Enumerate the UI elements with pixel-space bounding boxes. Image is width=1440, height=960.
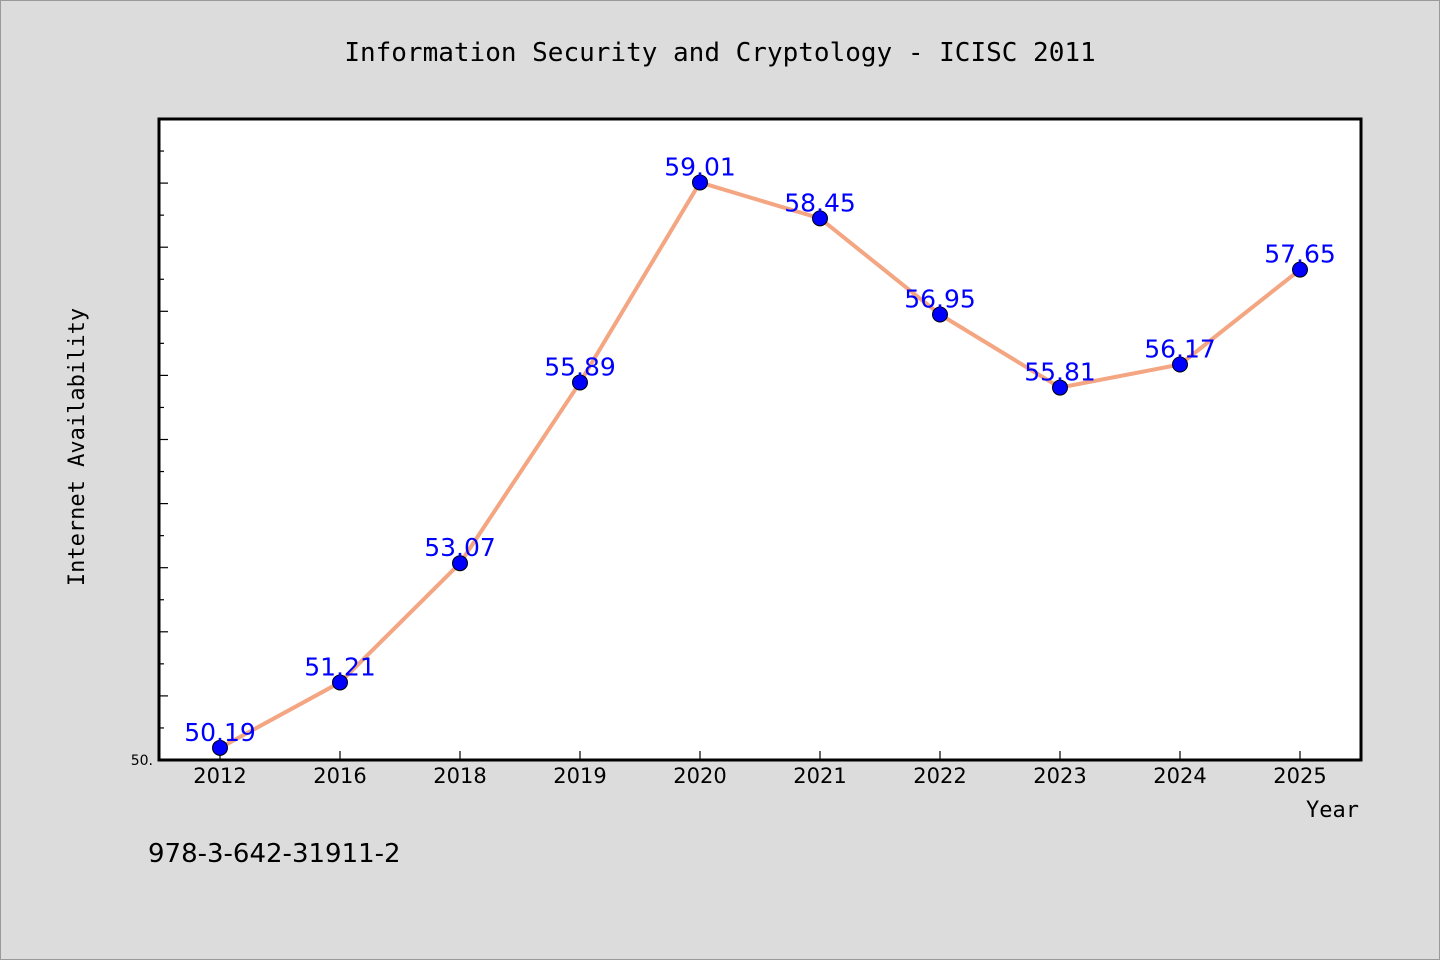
x-tick-label: 2023	[1033, 764, 1086, 788]
data-point	[452, 555, 468, 572]
data-point	[692, 174, 708, 191]
data-label: 55.81	[1024, 358, 1096, 387]
data-label: 59.01	[664, 152, 736, 181]
x-tick-label: 2021	[793, 764, 846, 788]
y-min-tick-label: 50.	[131, 753, 153, 769]
isbn-footer: 978-3-642-31911-2	[148, 839, 401, 869]
data-point	[332, 674, 348, 691]
data-label: 53.07	[424, 533, 496, 562]
data-point	[212, 739, 228, 756]
data-labels-layer: 50.19 51.21 53.07 55.89 59.01 58.45 56.95 55.81…	[184, 152, 1336, 746]
x-tick-label: 2020	[673, 764, 726, 788]
x-axis-ticks	[219, 751, 1301, 760]
series-layer	[212, 174, 1308, 756]
x-tick-label: 2018	[433, 764, 486, 788]
x-tick-label: 2025	[1273, 764, 1326, 788]
data-label: 56.95	[904, 285, 976, 314]
y-axis-ticks	[159, 118, 168, 761]
x-tick-labels-layer: 2012 2016 2018 2019 2020 2021 2022 2023 2024 2025	[193, 764, 1326, 788]
data-point	[932, 306, 948, 323]
x-tick-label: 2012	[193, 764, 246, 788]
x-tick-label: 2019	[553, 764, 606, 788]
chart-title: Information Security and Cryptology - IC…	[344, 38, 1095, 68]
x-tick-label: 2022	[913, 764, 966, 788]
x-tick-label: 2016	[313, 764, 366, 788]
data-label: 55.89	[544, 352, 616, 381]
data-label: 51.21	[304, 652, 376, 681]
data-point	[1292, 261, 1308, 278]
data-point	[812, 210, 828, 227]
data-label: 58.45	[784, 188, 856, 217]
x-axis-label: Year	[1306, 798, 1359, 823]
data-label: 50.19	[184, 718, 256, 747]
data-label: 56.17	[1144, 335, 1216, 364]
data-point	[572, 374, 588, 391]
series-line	[218, 180, 1302, 750]
data-point	[1052, 379, 1068, 396]
x-tick-label: 2024	[1153, 764, 1206, 788]
y-axis-label: Internet Availability	[65, 308, 90, 586]
data-point	[1172, 356, 1188, 373]
plot-area	[157, 117, 1363, 762]
data-label: 57.65	[1264, 240, 1336, 269]
